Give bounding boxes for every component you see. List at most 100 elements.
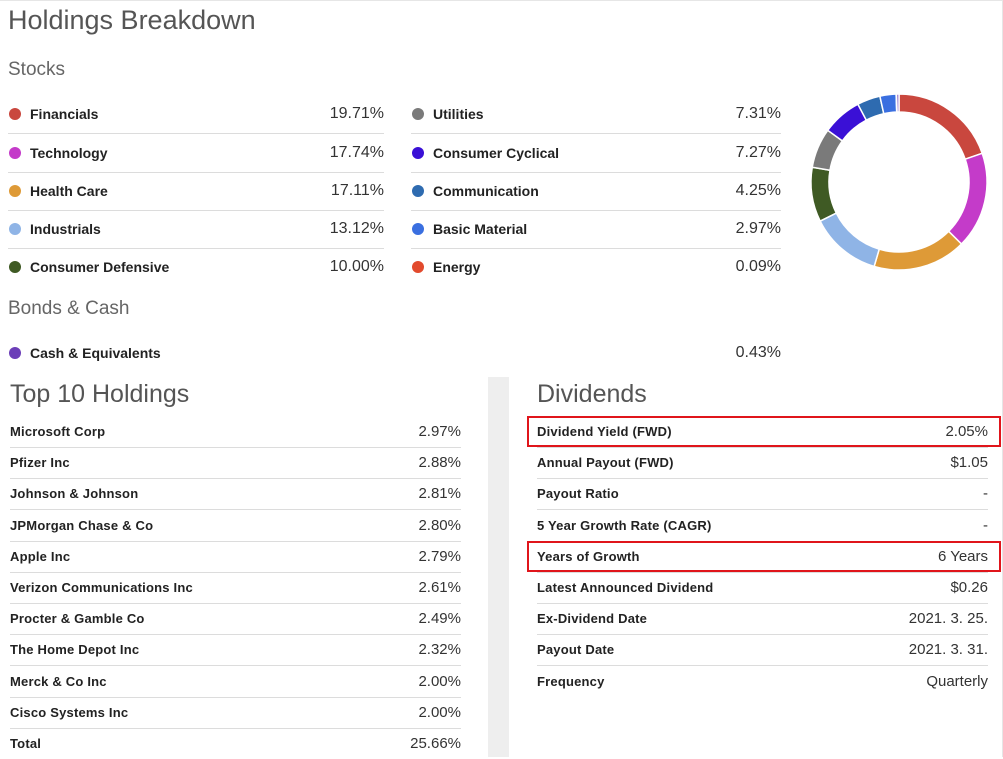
holding-weight: 2.49%	[418, 610, 461, 628]
holding-weight: 2.97%	[418, 423, 461, 440]
sector-row-basic-material: Basic Material 2.97%	[411, 210, 781, 249]
sector-value: 17.11%	[330, 182, 384, 199]
dividend-label: Latest Announced Dividend	[537, 580, 714, 595]
donut-slice-industrials	[819, 212, 881, 268]
sector-row-financials: Financials 19.71%	[8, 95, 384, 134]
panel-divider	[488, 377, 509, 757]
holding-row: Verizon Communications Inc 2.61%	[10, 572, 461, 604]
legend-dot	[412, 185, 424, 197]
holding-name: The Home Depot Inc	[10, 642, 140, 658]
sector-row-technology: Technology 17.74%	[8, 134, 384, 173]
holding-weight: 2.88%	[418, 454, 461, 472]
legend-dot	[412, 147, 424, 159]
sector-value: 0.43%	[735, 344, 781, 361]
sector-row-consumer-cyclical: Consumer Cyclical 7.27%	[411, 134, 781, 173]
sector-label: Utilities	[433, 106, 484, 122]
sector-label: Financials	[30, 106, 99, 122]
donut-slice-basic-material	[878, 93, 898, 115]
sector-row-industrials: Industrials 13.12%	[8, 210, 384, 249]
legend-dot	[9, 261, 21, 273]
sector-row-health-care: Health Care 17.11%	[8, 172, 384, 211]
legend-dot	[9, 147, 21, 159]
top10-title: Top 10 Holdings	[10, 380, 190, 408]
dividend-row: Ex-Dividend Date 2021. 3. 25.	[537, 603, 988, 636]
sector-value: 13.12%	[329, 220, 384, 237]
donut-slice-health-care	[873, 230, 963, 271]
dividend-label: Annual Payout (FWD)	[537, 455, 674, 471]
dividend-row: Dividend Yield (FWD) 2.05%	[537, 416, 988, 448]
dividend-label: 5 Year Growth Rate (CAGR)	[537, 517, 712, 533]
holding-name: Cisco Systems Inc	[10, 704, 129, 720]
sector-label: Communication	[433, 183, 539, 199]
donut-slice-technology	[947, 152, 988, 246]
holding-weight: 2.00%	[418, 703, 461, 721]
holding-weight: 2.61%	[418, 579, 461, 596]
holding-weight: 2.80%	[418, 516, 461, 534]
dividend-label: Payout Ratio	[537, 486, 619, 502]
dividend-value: $1.05	[950, 454, 988, 472]
holding-name: Pfizer Inc	[10, 455, 70, 471]
dividend-row: Payout Ratio -	[537, 478, 988, 511]
sector-label: Consumer Cyclical	[433, 145, 560, 161]
holding-weight: 25.66%	[410, 735, 461, 752]
sector-label: Health Care	[30, 183, 108, 199]
dividend-label: Ex-Dividend Date	[537, 611, 648, 627]
sector-value: 17.74%	[329, 144, 384, 161]
dividend-row: 5 Year Growth Rate (CAGR) -	[537, 510, 988, 542]
holding-name: Verizon Communications Inc	[10, 580, 193, 595]
stocks-heading: Stocks	[8, 59, 66, 80]
holding-name: Procter & Gamble Co	[10, 611, 145, 627]
donut-slice-cash-equivalents	[895, 93, 900, 113]
dividend-row: Latest Announced Dividend $0.26	[537, 572, 988, 604]
sector-value: 4.25%	[735, 182, 781, 199]
dividend-value: 2.05%	[945, 423, 988, 440]
holding-row: Pfizer Inc 2.88%	[10, 447, 461, 480]
dividend-value: $0.26	[950, 579, 988, 596]
dividend-label: Frequency	[537, 673, 605, 689]
holding-weight: 2.32%	[418, 641, 461, 659]
dividend-label: Years of Growth	[537, 548, 640, 564]
sector-label: Technology	[30, 145, 108, 161]
holding-row: Procter & Gamble Co 2.49%	[10, 603, 461, 636]
dividend-row: Annual Payout (FWD) $1.05	[537, 447, 988, 480]
sector-label: Cash & Equivalents	[30, 345, 161, 361]
holding-row: Cisco Systems Inc 2.00%	[10, 697, 461, 729]
holding-row: JPMorgan Chase & Co 2.80%	[10, 510, 461, 542]
dividend-value: 6 Years	[937, 547, 988, 565]
dividend-value: 2021. 3. 25.	[908, 610, 988, 628]
page-title: Holdings Breakdown	[8, 5, 256, 35]
holding-name: JPMorgan Chase & Co	[10, 517, 154, 533]
sector-value: 0.09%	[735, 258, 781, 275]
legend-dot	[9, 185, 21, 197]
dividends-title: Dividends	[537, 380, 647, 408]
sector-row-cash-equivalents: Cash & Equivalents 0.43%	[8, 334, 781, 372]
holding-row: Johnson & Johnson 2.81%	[10, 478, 461, 511]
dividend-row: Payout Date 2021. 3. 31.	[537, 634, 988, 667]
holding-weight: 2.00%	[418, 672, 461, 690]
legend-dot	[9, 347, 21, 359]
sector-value: 2.97%	[735, 220, 781, 237]
sector-label: Basic Material	[433, 221, 528, 237]
dividend-label: Payout Date	[537, 642, 615, 658]
dividend-value: Quarterly	[926, 672, 988, 690]
holding-name: Microsoft Corp	[10, 424, 106, 439]
sector-value: 10.00%	[329, 258, 384, 275]
dividend-row: Frequency Quarterly	[537, 666, 988, 697]
sector-label: Consumer Defensive	[30, 259, 170, 275]
dividend-label: Dividend Yield (FWD)	[537, 424, 672, 439]
holding-name: Merck & Co Inc	[10, 673, 107, 689]
bonds-heading: Bonds & Cash	[8, 298, 130, 319]
sector-donut-chart	[810, 93, 988, 271]
holdings-total-row: Total 25.66%	[10, 728, 461, 759]
sector-row-consumer-defensive: Consumer Defensive 10.00%	[8, 248, 384, 286]
sector-row-energy: Energy 0.09%	[411, 248, 781, 286]
legend-dot	[9, 108, 21, 120]
holding-row: The Home Depot Inc 2.32%	[10, 634, 461, 667]
holding-row: Apple Inc 2.79%	[10, 541, 461, 573]
sector-row-utilities: Utilities 7.31%	[411, 95, 781, 134]
holding-weight: 2.81%	[418, 485, 461, 503]
legend-dot	[412, 108, 424, 120]
donut-slice-consumer-defensive	[810, 166, 838, 223]
dividend-value: -	[983, 485, 988, 503]
holding-row: Microsoft Corp 2.97%	[10, 416, 461, 448]
